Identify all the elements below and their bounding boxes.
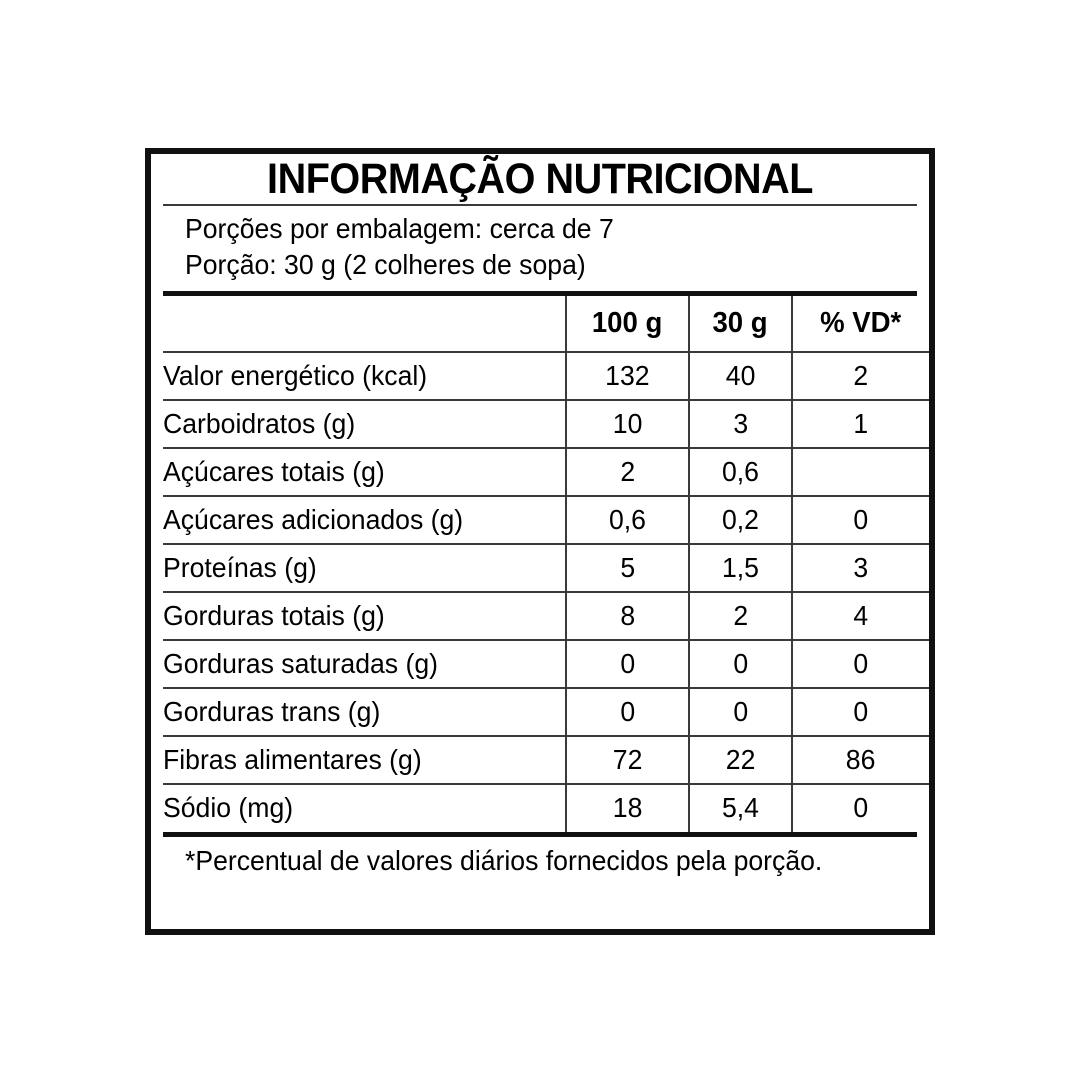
value-percent-dv: 4 bbox=[792, 591, 929, 641]
nutrient-label-text: Gorduras totais (g) bbox=[163, 599, 385, 631]
label-title-block: INFORMAÇÃO NUTRICIONAL bbox=[163, 154, 917, 204]
value-per-100g: 10 bbox=[566, 399, 690, 449]
value-per-portion: 0 bbox=[689, 639, 793, 689]
value-per-portion: 1,5 bbox=[689, 543, 793, 593]
value-percent-dv: 0 bbox=[792, 495, 929, 545]
nutrient-name: Valor energético (kcal) bbox=[163, 351, 567, 401]
nutrient-label-text: Gorduras saturadas (g) bbox=[163, 647, 438, 679]
value-per-portion: 22 bbox=[689, 735, 793, 785]
table-row: Sódio (mg) 18 5,4 0 bbox=[163, 783, 929, 832]
value-per-100g: 18 bbox=[566, 783, 690, 832]
nutrient-name: Gorduras saturadas (g) bbox=[163, 639, 567, 689]
table-row: Carboidratos (g) 10 3 1 bbox=[163, 399, 929, 449]
nutrient-label-text: Açúcares adicionados (g) bbox=[163, 503, 464, 535]
nutrition-table: 100 g 30 g % VD* Valor energético (kcal)… bbox=[163, 295, 929, 832]
table-row: Açúcares totais (g) 2 0,6 bbox=[163, 447, 929, 497]
value-per-100g: 72 bbox=[566, 735, 690, 785]
portion-size: Porção: 30 g (2 colheres de sopa) bbox=[185, 249, 586, 281]
value-per-portion: 40 bbox=[689, 351, 793, 401]
table-row: Açúcares adicionados (g) 0,6 0,2 0 bbox=[163, 495, 929, 545]
serving-divider bbox=[163, 290, 917, 296]
table-row: Fibras alimentares (g) 72 22 86 bbox=[163, 735, 929, 785]
value-percent-dv: 2 bbox=[792, 351, 929, 401]
value-percent-dv: 0 bbox=[853, 792, 869, 824]
nutrient-name: Gorduras totais (g) bbox=[163, 591, 567, 641]
nutrient-label-text: Carboidratos (g) bbox=[163, 407, 356, 439]
nutrient-label-text: Sódio (mg) bbox=[163, 792, 294, 824]
title-divider bbox=[163, 203, 917, 206]
value-percent-dv: 0 bbox=[792, 639, 929, 689]
nutrition-facts-label: INFORMAÇÃO NUTRICIONAL Porções por embal… bbox=[145, 148, 935, 935]
serving-info-block: Porções por embalagem: cerca de 7 Porção… bbox=[163, 206, 917, 291]
value-per-portion: 2 bbox=[689, 591, 793, 641]
value-per-100g: 0,6 bbox=[566, 495, 690, 545]
value-per-portion: 0 bbox=[689, 687, 793, 737]
nutrient-name: Gorduras trans (g) bbox=[163, 687, 567, 737]
nutrient-name: Açúcares adicionados (g) bbox=[163, 495, 567, 545]
table-header-row: 100 g 30 g % VD* bbox=[163, 295, 929, 353]
value-percent-dv: 0 bbox=[792, 687, 929, 737]
value-percent-dv: 3 bbox=[792, 543, 929, 593]
table-row: Valor energético (kcal) 132 40 2 bbox=[163, 351, 929, 401]
table-row: Gorduras trans (g) 0 0 0 bbox=[163, 687, 929, 737]
header-per-100g: 100 g bbox=[566, 295, 690, 353]
table-row: Proteínas (g) 5 1,5 3 bbox=[163, 543, 929, 593]
nutrient-label-text: Valor energético (kcal) bbox=[163, 359, 428, 391]
header-nutrient bbox=[163, 295, 567, 353]
value-per-portion: 5,4 bbox=[689, 783, 793, 832]
header-percent-dv: % VD* bbox=[792, 295, 929, 353]
table-bottom-divider bbox=[163, 831, 917, 837]
value-per-portion: 0,2 bbox=[689, 495, 793, 545]
table-row: Gorduras totais (g) 8 2 4 bbox=[163, 591, 929, 641]
value-percent-dv: 1 bbox=[792, 399, 929, 449]
nutrient-label-text: Gorduras trans (g) bbox=[163, 695, 381, 727]
nutrient-name: Açúcares totais (g) bbox=[163, 447, 567, 497]
value-per-100g: 0 bbox=[566, 687, 690, 737]
nutrient-label-text: Açúcares totais (g) bbox=[163, 455, 385, 487]
value-per-portion: 3 bbox=[689, 399, 793, 449]
nutrition-table-head: 100 g 30 g % VD* bbox=[163, 295, 929, 353]
value-per-100g: 132 bbox=[566, 351, 690, 401]
nutrient-name: Carboidratos (g) bbox=[163, 399, 567, 449]
nutrition-table-body: Valor energético (kcal) 132 40 2 Carboidrato… bbox=[163, 351, 929, 832]
portions-per-package: Porções por embalagem: cerca de 7 bbox=[185, 212, 614, 244]
value-per-100g: 5 bbox=[566, 543, 690, 593]
daily-value-footnote: *Percentual de valores diários fornecido… bbox=[185, 844, 823, 876]
value-per-portion: 0,6 bbox=[689, 447, 793, 497]
value-percent-dv: 86 bbox=[792, 735, 929, 785]
nutrient-name: Sódio (mg) bbox=[163, 783, 567, 832]
value-per-100g: 2 bbox=[566, 447, 690, 497]
value-percent-dv bbox=[792, 447, 929, 497]
label-title: INFORMAÇÃO NUTRICIONAL bbox=[267, 155, 813, 203]
nutrient-name: Fibras alimentares (g) bbox=[163, 735, 567, 785]
table-row: Gorduras saturadas (g) 0 0 0 bbox=[163, 639, 929, 689]
value-per-100g: 0 bbox=[566, 639, 690, 689]
value-per-100g: 8 bbox=[566, 591, 690, 641]
nutrient-label-text: Fibras alimentares (g) bbox=[163, 743, 422, 775]
footnote-block: *Percentual de valores diários fornecido… bbox=[163, 837, 917, 929]
nutrient-label-text: Proteínas (g) bbox=[163, 551, 317, 583]
header-per-portion: 30 g bbox=[689, 295, 793, 353]
nutrient-name: Proteínas (g) bbox=[163, 543, 567, 593]
